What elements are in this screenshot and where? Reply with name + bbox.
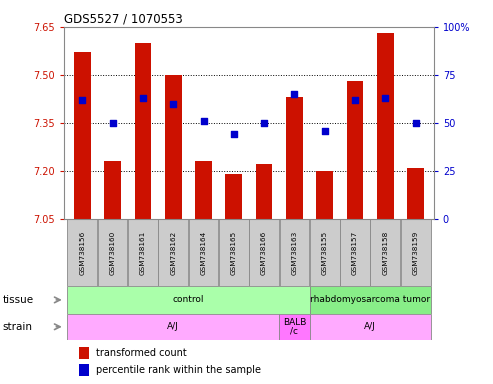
- Bar: [286, 97, 303, 219]
- Text: GDS5527 / 1070553: GDS5527 / 1070553: [64, 13, 183, 26]
- Text: transformed count: transformed count: [96, 348, 186, 358]
- Point: [412, 120, 420, 126]
- Point: [382, 95, 389, 101]
- Bar: [165, 75, 181, 219]
- Bar: [67, 314, 279, 340]
- Bar: [79, 347, 89, 359]
- Point: [321, 127, 329, 134]
- Text: GSM738156: GSM738156: [79, 230, 85, 275]
- Bar: [128, 219, 158, 286]
- Text: BALB
/c: BALB /c: [283, 318, 306, 335]
- Text: A/J: A/J: [167, 322, 179, 331]
- Bar: [189, 219, 218, 286]
- Text: strain: strain: [2, 322, 33, 332]
- Point: [290, 91, 298, 97]
- Text: control: control: [173, 295, 204, 305]
- Text: A/J: A/J: [364, 322, 376, 331]
- Point: [169, 101, 177, 107]
- Bar: [317, 171, 333, 219]
- Bar: [340, 219, 370, 286]
- Bar: [74, 53, 91, 219]
- Bar: [256, 164, 273, 219]
- Bar: [158, 219, 188, 286]
- Bar: [280, 219, 309, 286]
- Text: rhabdomyosarcoma tumor: rhabdomyosarcoma tumor: [310, 295, 430, 305]
- Bar: [225, 174, 242, 219]
- Text: GSM738164: GSM738164: [201, 230, 207, 275]
- Bar: [195, 161, 212, 219]
- Point: [260, 120, 268, 126]
- Text: GSM738158: GSM738158: [383, 230, 388, 275]
- Bar: [371, 219, 400, 286]
- Text: GSM738162: GSM738162: [170, 230, 176, 275]
- Bar: [407, 168, 424, 219]
- Bar: [310, 286, 431, 314]
- Text: GSM738159: GSM738159: [413, 230, 419, 275]
- Bar: [104, 161, 121, 219]
- Bar: [310, 219, 340, 286]
- Text: GSM738166: GSM738166: [261, 230, 267, 275]
- Point: [230, 131, 238, 137]
- Bar: [135, 43, 151, 219]
- Point: [78, 97, 86, 103]
- Bar: [279, 314, 310, 340]
- Text: GSM738161: GSM738161: [140, 230, 146, 275]
- Bar: [79, 364, 89, 376]
- Text: GSM738160: GSM738160: [109, 230, 115, 275]
- Text: GSM738155: GSM738155: [322, 230, 328, 275]
- Bar: [310, 314, 431, 340]
- Point: [351, 97, 359, 103]
- Bar: [98, 219, 127, 286]
- Text: GSM738163: GSM738163: [291, 230, 297, 275]
- Point: [108, 120, 116, 126]
- Bar: [401, 219, 430, 286]
- Point: [200, 118, 208, 124]
- Point: [139, 95, 147, 101]
- Bar: [347, 81, 363, 219]
- Text: GSM738157: GSM738157: [352, 230, 358, 275]
- Bar: [249, 219, 279, 286]
- Bar: [67, 286, 310, 314]
- Text: GSM738165: GSM738165: [231, 230, 237, 275]
- Bar: [377, 33, 394, 219]
- Text: tissue: tissue: [2, 295, 34, 305]
- Text: percentile rank within the sample: percentile rank within the sample: [96, 365, 260, 375]
- Bar: [68, 219, 97, 286]
- Bar: [219, 219, 248, 286]
